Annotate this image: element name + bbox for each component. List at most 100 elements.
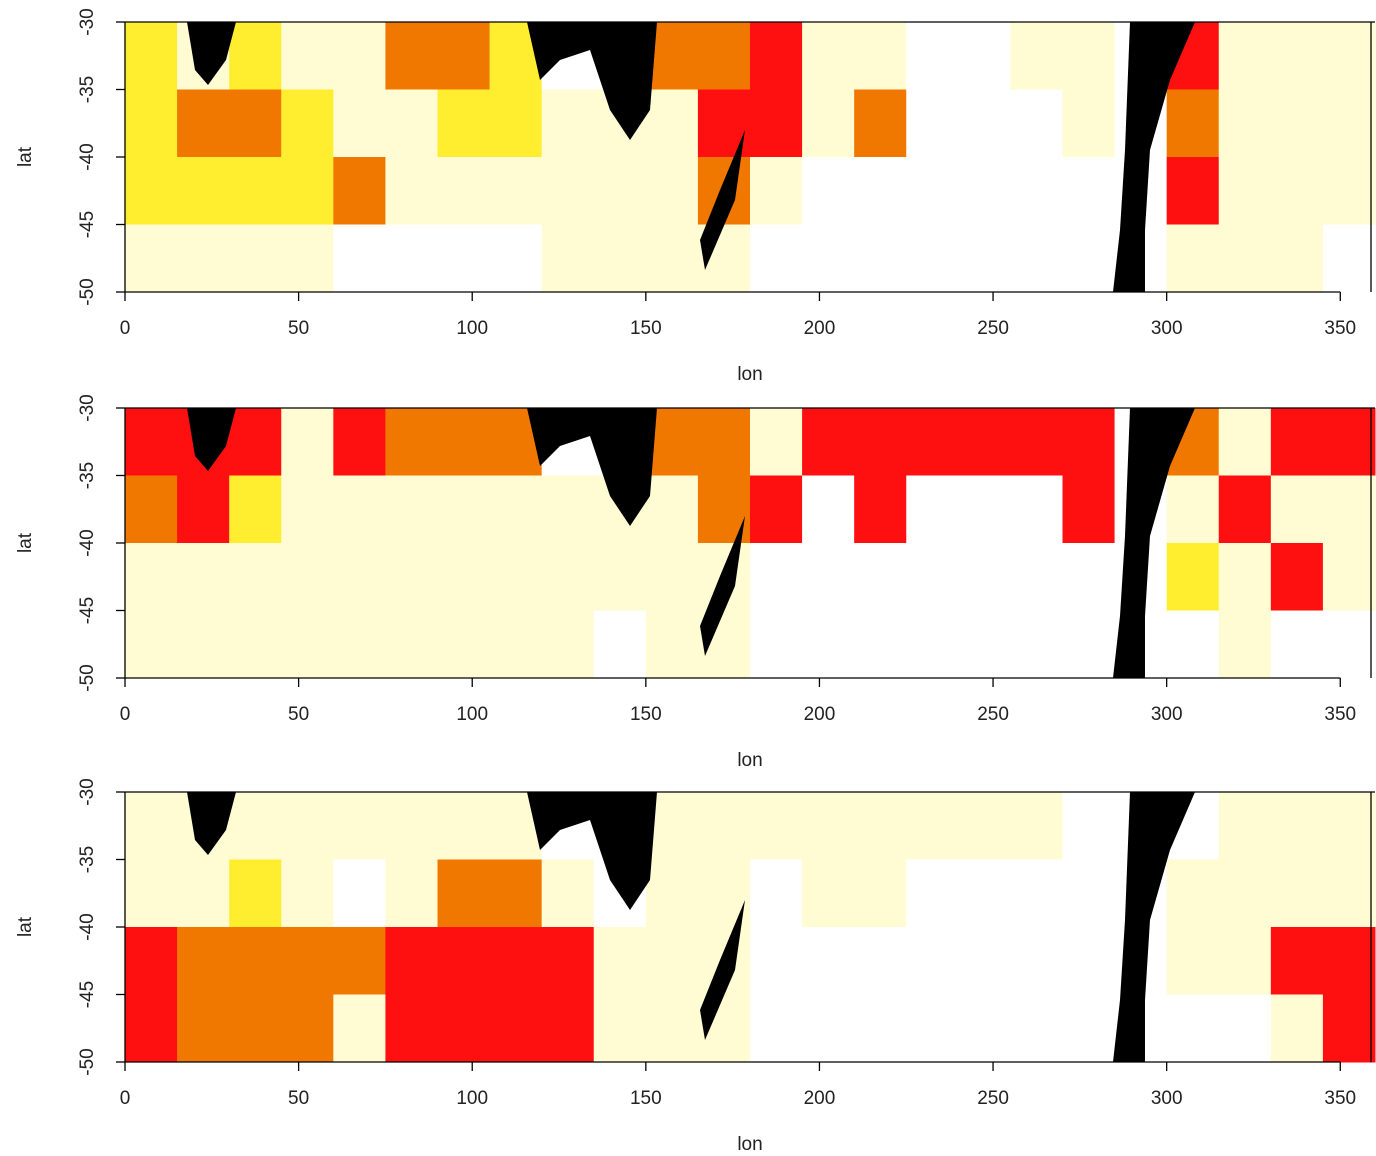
cell [1270,927,1324,995]
cell [750,224,803,293]
cell [593,994,647,1063]
y-tick-label: -30 [77,778,98,805]
cell [802,994,855,1063]
cell [1322,157,1376,225]
x-tick-label: 150 [630,1088,662,1109]
cell [333,89,386,158]
x-tick-label: 350 [1324,704,1356,725]
cell [854,224,907,293]
cell [1062,994,1116,1063]
cell [177,475,230,544]
cell [437,22,491,90]
cell [229,543,282,611]
cell [125,610,178,679]
cell [125,408,178,476]
cell [645,224,699,293]
cell [281,224,334,293]
cell [541,224,595,293]
cell [1270,475,1324,544]
cell [125,792,178,860]
panel: 0 50 100 150 200 250 300 350 -30 -35 -40 -45 -50 lon l… [15,778,1376,1155]
x-tick-label: 300 [1151,1088,1183,1109]
cell [333,543,386,611]
cell [1010,859,1063,928]
cell [437,927,491,995]
cell [1218,543,1272,611]
cell [593,157,647,225]
cell [645,475,699,544]
cell [541,543,595,611]
cell [1010,224,1063,293]
cell [229,408,282,476]
cell [958,408,1011,476]
cell [958,157,1011,225]
y-tick-label: -40 [77,529,98,556]
x-tick-label: 150 [630,704,662,725]
cell [854,475,907,544]
cell [1270,224,1324,293]
cell [333,792,386,860]
cell [1218,475,1272,544]
cell [281,543,334,611]
cell [437,859,491,928]
cell [281,89,334,158]
cell [802,408,855,476]
cell [125,543,178,611]
cell [750,475,803,544]
cell [229,859,282,928]
cell [541,859,595,928]
cell [645,610,699,679]
cell [802,89,855,158]
cell [541,157,595,225]
cell [1062,89,1116,158]
cell [645,543,699,611]
cell [906,157,959,225]
cell [437,224,491,293]
x-tick-label: 100 [456,318,488,339]
cell [802,543,855,611]
x-tick-label: 150 [630,318,662,339]
cell [697,475,751,544]
cell [1322,408,1376,476]
cell [1062,927,1116,995]
cell [489,543,543,611]
cell [802,610,855,679]
cell [1062,792,1116,860]
cell [385,859,438,928]
cell [958,89,1011,158]
cell [750,859,803,928]
cell [541,89,595,158]
x-tick-label: 300 [1151,704,1183,725]
cell [1062,22,1116,90]
cell [1062,224,1116,293]
cell [1166,859,1220,928]
cell [906,792,959,860]
y-tick-label: -35 [77,462,98,489]
cell [281,927,334,995]
cell [1218,408,1272,476]
cell [854,792,907,860]
cell [854,859,907,928]
cell [906,22,959,90]
cell [1010,610,1063,679]
cell [1010,157,1063,225]
cell [593,927,647,995]
cell [385,792,438,860]
cell [177,89,230,158]
cell [645,927,699,995]
cell [750,792,803,860]
cell [645,859,699,928]
cell [1270,89,1324,158]
cell [1322,610,1376,679]
cell [1270,408,1324,476]
cell [489,224,543,293]
cell [645,994,699,1063]
y-tick-label: -50 [77,278,98,305]
cell [1270,157,1324,225]
y-tick-label: -45 [77,981,98,1008]
cell [1322,994,1376,1063]
cell [1166,927,1220,995]
cell [958,859,1011,928]
cell [854,994,907,1063]
